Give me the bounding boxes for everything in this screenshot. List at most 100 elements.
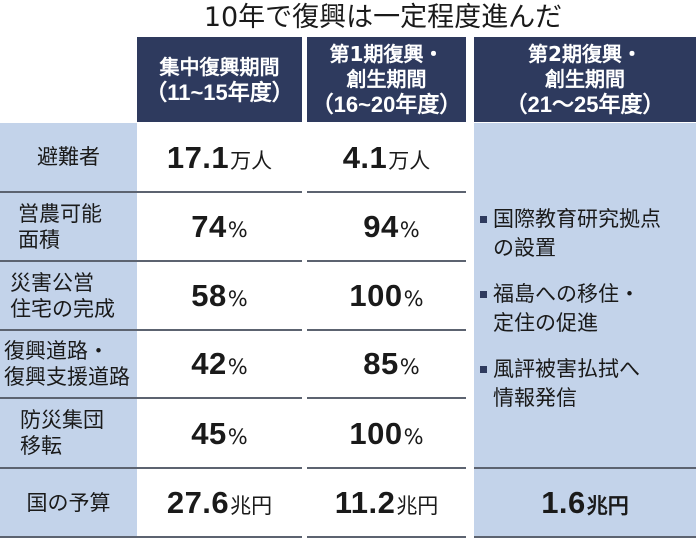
row-label-text: 災害公営 [10, 270, 94, 295]
plan-line: 国際教育研究拠点 [493, 207, 661, 231]
plan-line: の設置 [493, 236, 556, 260]
value-number: 4.1 [342, 140, 388, 175]
row-label-public-housing: 災害公営 住宅の完成 [0, 262, 137, 329]
row-label-farmland: 営農可能 面積 [0, 193, 137, 260]
value-number: 45 [191, 416, 227, 451]
plan-text: 国際教育研究拠点 の設置 [493, 205, 696, 263]
column-header-phase1-period: 第1期復興・ 創生期間 （16~20年度） [307, 37, 466, 122]
cell-roads-intensive: 42 % [137, 346, 302, 382]
list-item: 風評被害払拭へ 情報発信 [480, 355, 696, 413]
column-header-period: （16~20年度） [311, 92, 462, 117]
value-unit: 兆円 [586, 494, 629, 518]
value-number: 1.6 [541, 485, 586, 520]
cell-housing-intensive: 58 % [137, 278, 302, 314]
row-divider [307, 260, 466, 262]
value-unit: % [227, 425, 248, 449]
value-unit: % [227, 218, 248, 242]
row-divider [474, 536, 696, 538]
row-divider [0, 260, 137, 262]
chart-title: 10年で復興は一定程度進んだ [203, 2, 563, 33]
row-divider [0, 329, 137, 331]
cell-evacuees-phase1: 4.1 万人 [307, 140, 466, 176]
value-number: 85 [363, 346, 399, 381]
row-label-text: 面積 [18, 227, 60, 252]
row-divider [137, 536, 302, 538]
column-header-period: （21～25年度） [505, 92, 665, 117]
plan-line: 情報発信 [493, 386, 577, 410]
value-number: 100 [349, 416, 403, 451]
value-unit: % [227, 287, 248, 311]
cell-farmland-intensive: 74 % [137, 209, 302, 245]
value-number: 74 [191, 209, 227, 244]
row-divider [307, 397, 466, 399]
cell-relocation-phase1: 100 % [307, 416, 466, 452]
row-label-text: 復興道路・ [4, 339, 109, 363]
bullet-square-icon [480, 291, 487, 298]
row-divider [137, 191, 302, 193]
bullet-square-icon [480, 366, 487, 373]
row-label-evacuees: 避難者 [0, 123, 137, 191]
value-number: 100 [349, 278, 403, 313]
column-header-name: 第2期復興・ [528, 42, 642, 66]
row-divider [474, 467, 696, 469]
row-divider [137, 329, 302, 331]
cell-budget-phase2: 1.6 兆円 [474, 485, 696, 521]
row-divider [307, 536, 466, 538]
phase2-plan-list: 国際教育研究拠点 の設置 福島への移住・ 定住の促進 風評被害払拭へ 情報発信 [474, 205, 696, 430]
row-divider [0, 536, 137, 538]
cell-farmland-phase1: 94 % [307, 209, 466, 245]
value-number: 11.2 [334, 485, 396, 520]
row-divider [0, 397, 137, 399]
row-divider [0, 191, 137, 193]
bullet-square-icon [480, 216, 487, 223]
plan-line: 風評被害払拭へ [493, 357, 640, 381]
plan-text: 福島への移住・ 定住の促進 [493, 280, 696, 338]
value-number: 58 [191, 278, 227, 313]
row-label-text: 避難者 [37, 145, 100, 169]
plan-text: 風評被害払拭へ 情報発信 [493, 355, 696, 413]
row-divider [137, 260, 302, 262]
row-label-text: 国の予算 [26, 490, 111, 515]
row-label-text: 住宅の完成 [10, 296, 115, 321]
value-unit: 万人 [388, 149, 431, 173]
value-number: 94 [363, 209, 399, 244]
row-label-text: 営農可能 [18, 201, 102, 226]
list-item: 福島への移住・ 定住の促進 [480, 280, 696, 338]
row-divider [307, 329, 466, 331]
cell-housing-phase1: 100 % [307, 278, 466, 314]
value-number: 42 [191, 346, 227, 381]
value-number: 27.6 [166, 485, 230, 520]
cell-budget-intensive: 27.6 兆円 [137, 485, 302, 521]
cell-budget-phase1: 11.2 兆円 [307, 485, 466, 521]
row-divider [137, 467, 302, 469]
cell-relocation-intensive: 45 % [137, 416, 302, 452]
row-divider [137, 397, 302, 399]
value-number: 17.1 [166, 140, 230, 175]
row-label-text: 防災集団 [20, 408, 104, 432]
row-divider [0, 467, 137, 469]
column-header-period: （11~15年度） [145, 79, 294, 105]
row-label-roads: 復興道路・ 復興支援道路 [0, 331, 137, 397]
column-header-phase2-period: 第2期復興・ 創生期間 （21～25年度） [474, 37, 696, 122]
value-unit: % [403, 425, 424, 449]
row-label-text: 移転 [20, 434, 62, 458]
cell-evacuees-intensive: 17.1 万人 [137, 140, 302, 176]
list-item: 国際教育研究拠点 の設置 [480, 205, 696, 263]
value-unit: 兆円 [230, 494, 273, 518]
value-unit: % [403, 287, 424, 311]
value-unit: % [399, 355, 420, 379]
cell-roads-phase1: 85 % [307, 346, 466, 382]
plan-line: 福島への移住・ [493, 282, 640, 306]
column-header-name: 創生期間 [545, 67, 625, 91]
value-unit: % [399, 218, 420, 242]
column-header-name: 第1期復興・ [329, 42, 444, 66]
column-header-name: 創生期間 [346, 67, 427, 91]
column-header-intensive-period: 集中復興期間 （11~15年度） [137, 37, 302, 122]
plan-line: 定住の促進 [493, 311, 598, 335]
column-header-name: 集中復興期間 [159, 54, 280, 79]
value-unit: 万人 [230, 149, 273, 173]
row-divider [307, 467, 466, 469]
row-label-group-relocation: 防災集団 移転 [0, 399, 137, 467]
value-unit: % [227, 355, 248, 379]
row-label-text: 復興支援道路 [4, 365, 130, 389]
